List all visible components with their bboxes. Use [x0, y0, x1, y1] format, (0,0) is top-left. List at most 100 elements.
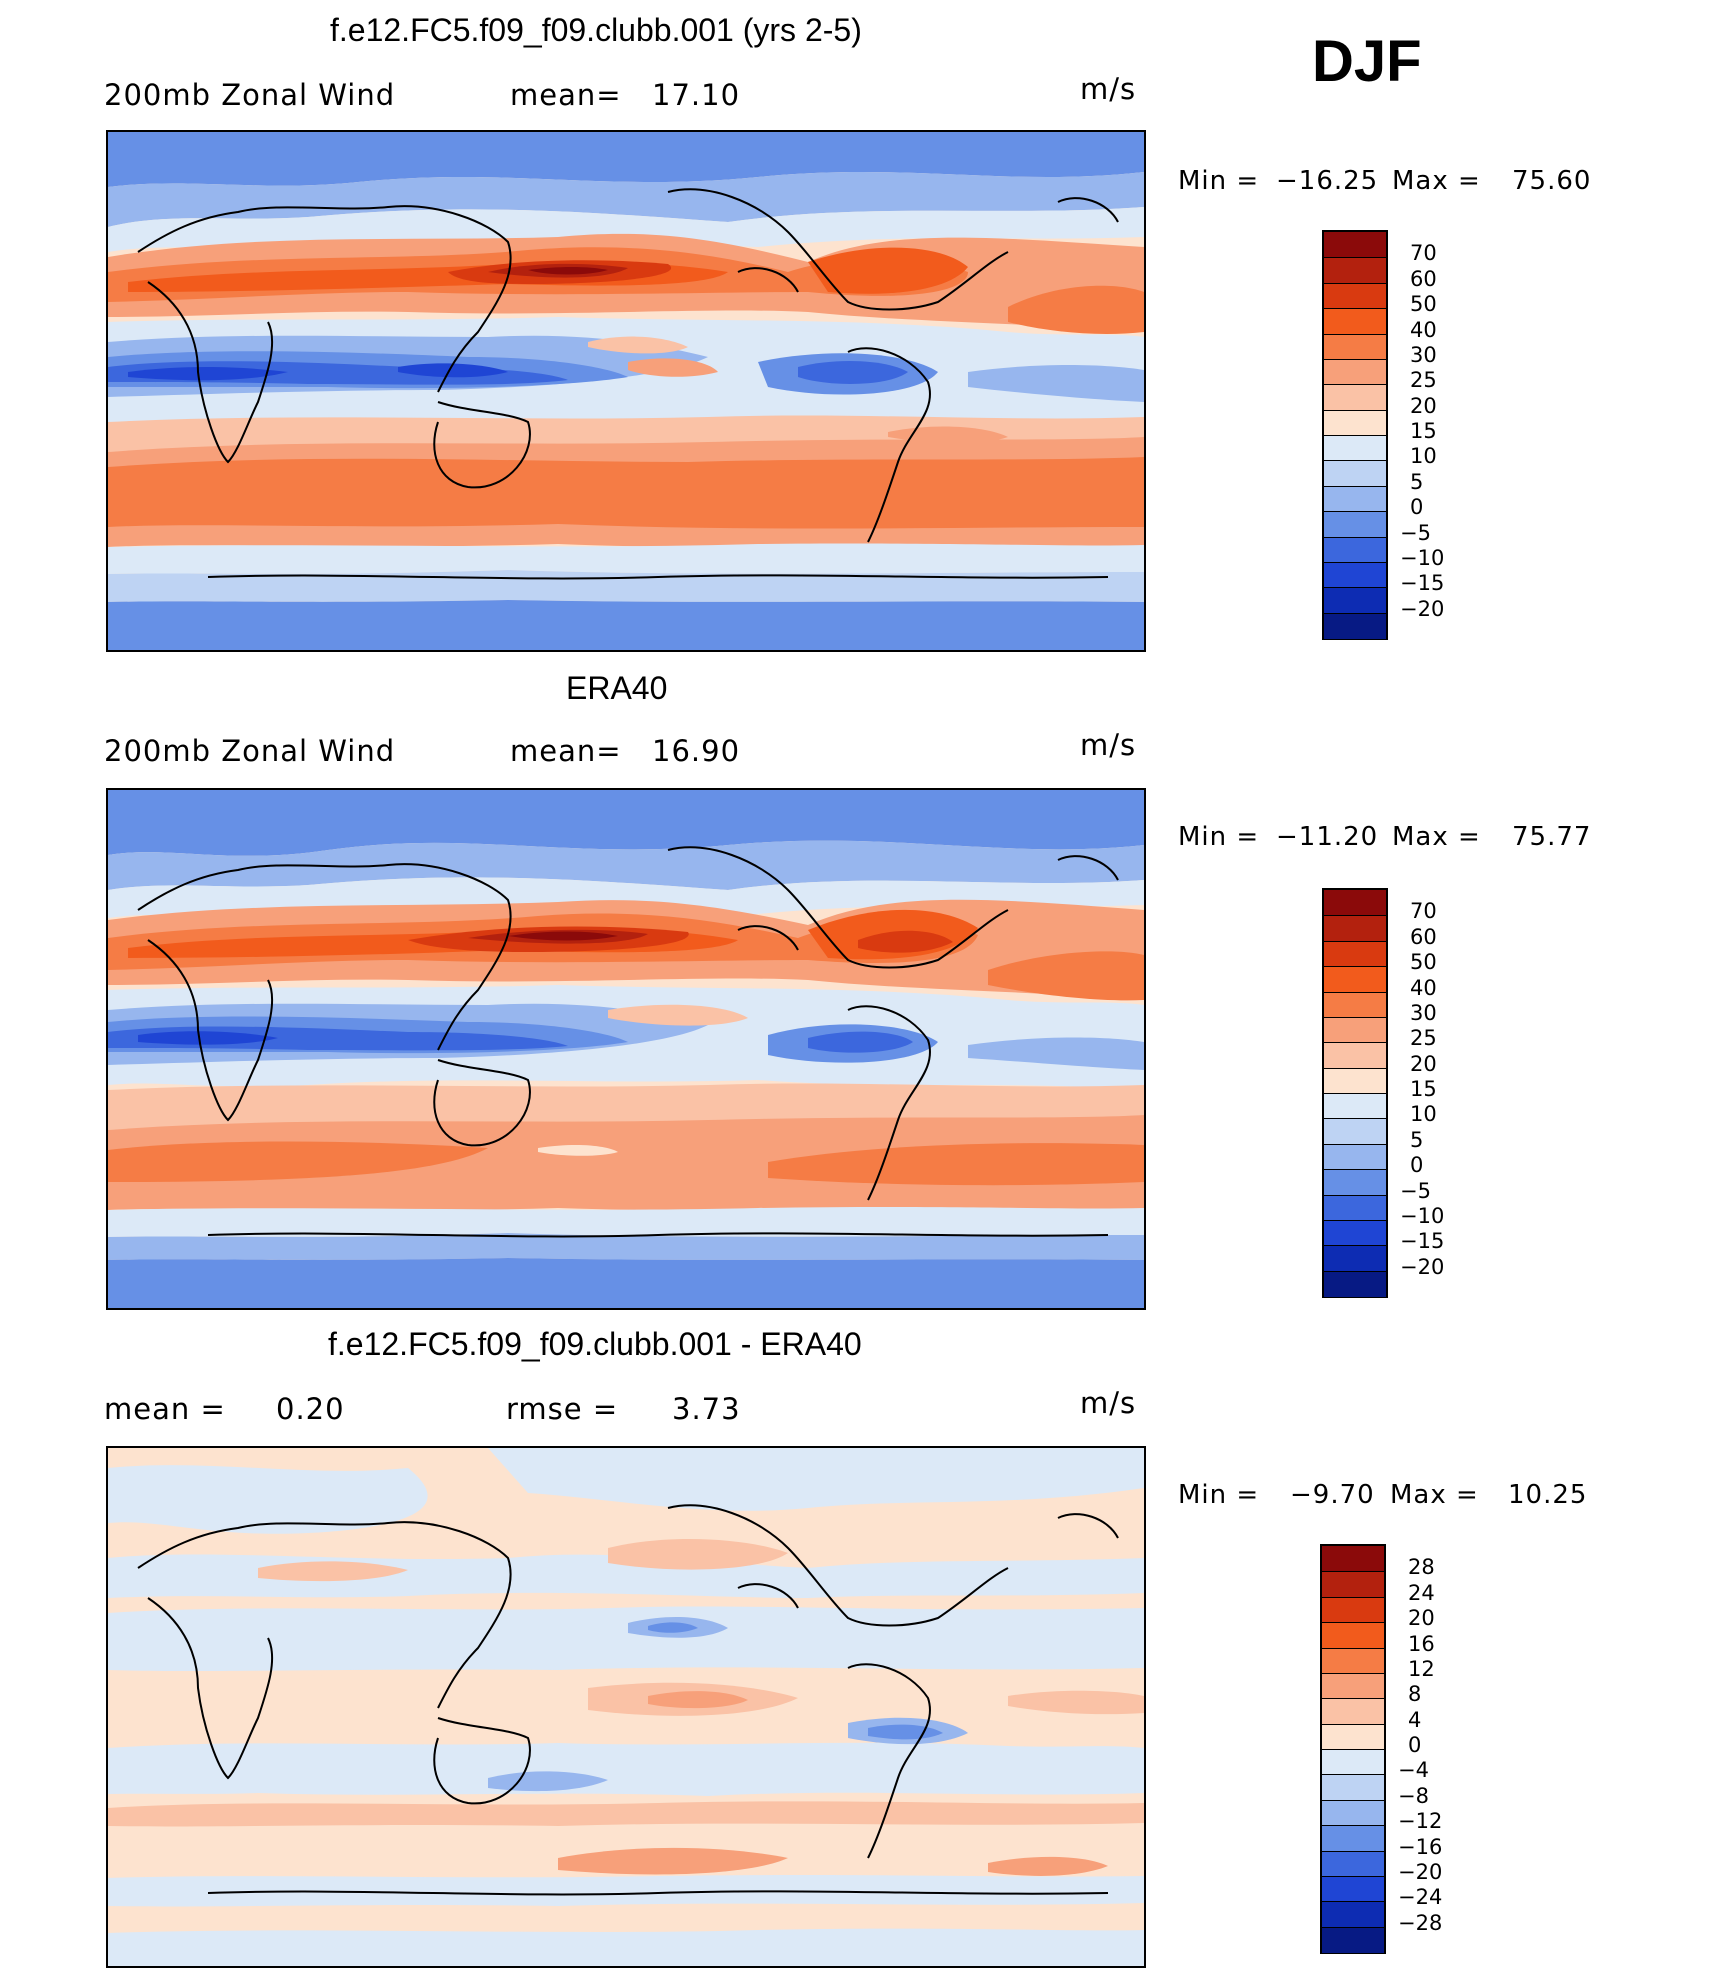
panel1-max-value: 75.60: [1512, 166, 1592, 196]
colorbar-swatch: [1322, 1672, 1384, 1700]
colorbar-swatch: [1324, 435, 1386, 462]
colorbar-swatch: [1324, 1016, 1386, 1044]
colorbar-swatch: [1324, 966, 1386, 993]
panel3-colorbar: [1320, 1544, 1386, 1954]
colorbar-tick-label: 30: [1410, 1000, 1437, 1025]
colorbar-swatch: [1322, 1749, 1384, 1776]
colorbar-tick-label: −10: [1400, 1203, 1445, 1228]
colorbar-tick-label: 12: [1408, 1656, 1435, 1681]
panel3-contours: [108, 1448, 1144, 1966]
panel3-map: [106, 1446, 1146, 1968]
colorbar-tick-label: −15: [1400, 1229, 1445, 1254]
colorbar-swatch: [1322, 1850, 1384, 1877]
colorbar-tick-label: −28: [1398, 1910, 1443, 1935]
panel1-max-label: Max =: [1392, 166, 1481, 196]
panel1-variable-label: 200mb Zonal Wind: [104, 78, 396, 112]
colorbar-tick-label: −20: [1400, 1254, 1445, 1279]
colorbar-tick-label: 0: [1410, 495, 1424, 520]
colorbar-swatch: [1324, 1245, 1386, 1272]
colorbar-swatch: [1324, 561, 1386, 589]
panel3-rmse-value: 3.73: [672, 1392, 741, 1426]
colorbar-tick-label: 50: [1410, 950, 1437, 975]
colorbar-swatch: [1324, 991, 1386, 1018]
colorbar-swatch: [1324, 358, 1386, 386]
panel3-mean-label: mean =: [104, 1392, 226, 1426]
colorbar-tick-label: 40: [1410, 317, 1437, 342]
panel3-title: f.e12.FC5.f09_f09.clubb.001 - ERA40: [328, 1326, 862, 1362]
colorbar-swatch: [1324, 384, 1386, 411]
panel1-map: [106, 130, 1146, 652]
panel1-mean-label: mean=: [510, 78, 622, 112]
colorbar-tick-label: 10: [1410, 444, 1437, 469]
colorbar-swatch: [1324, 460, 1386, 487]
panel3-units: m/s: [1080, 1386, 1137, 1420]
colorbar-tick-label: 16: [1408, 1631, 1435, 1656]
panel2-mean-value: 16.90: [652, 734, 741, 768]
colorbar-tick-label: −5: [1400, 520, 1431, 545]
colorbar-swatch: [1322, 1622, 1384, 1649]
colorbar-swatch: [1324, 1042, 1386, 1069]
colorbar-swatch: [1322, 1926, 1384, 1953]
colorbar-tick-label: 50: [1410, 292, 1437, 317]
colorbar-tick-label: 5: [1410, 469, 1424, 494]
panel1-units: m/s: [1080, 72, 1137, 106]
colorbar-swatch: [1324, 485, 1386, 513]
colorbar-tick-label: 5: [1410, 1127, 1424, 1152]
panel2-title: ERA40: [566, 670, 668, 706]
panel2-max-label: Max =: [1392, 822, 1481, 852]
colorbar-swatch: [1322, 1723, 1384, 1750]
colorbar-swatch: [1324, 257, 1386, 284]
colorbar-swatch: [1324, 890, 1386, 916]
panel1-title: f.e12.FC5.f09_f09.clubb.001 (yrs 2-5): [330, 12, 862, 48]
panel3-mean-value: 0.20: [276, 1392, 345, 1426]
colorbar-swatch: [1324, 282, 1386, 310]
season-label: DJF: [1312, 29, 1422, 94]
panel2-min-value: −11.20: [1276, 822, 1379, 852]
colorbar-tick-label: 20: [1410, 1051, 1437, 1076]
panel2-variable-label: 200mb Zonal Wind: [104, 734, 396, 768]
panel2-units: m/s: [1080, 728, 1137, 762]
colorbar-swatch: [1324, 1194, 1386, 1221]
panel3-min-value: −9.70: [1290, 1480, 1375, 1510]
panel3-max-label: Max =: [1390, 1480, 1479, 1510]
colorbar-swatch: [1324, 232, 1386, 258]
colorbar-swatch: [1322, 1698, 1384, 1725]
colorbar-swatch: [1324, 308, 1386, 335]
colorbar-swatch: [1322, 1875, 1384, 1903]
panel1-min-label: Min =: [1178, 166, 1260, 196]
colorbar-swatch: [1322, 1901, 1384, 1928]
panel1-mean-value: 17.10: [652, 78, 741, 112]
panel2-min-label: Min =: [1178, 822, 1260, 852]
colorbar-tick-label: 15: [1410, 419, 1437, 443]
colorbar-tick-label: −16: [1398, 1834, 1443, 1859]
colorbar-tick-label: 4: [1408, 1707, 1422, 1732]
colorbar-tick-label: 0: [1410, 1153, 1424, 1178]
colorbar-swatch: [1324, 612, 1386, 639]
colorbar-tick-label: 60: [1410, 266, 1437, 291]
colorbar-tick-label: 10: [1410, 1102, 1437, 1127]
colorbar-tick-label: 25: [1410, 1026, 1437, 1051]
colorbar-tick-label: 15: [1410, 1077, 1437, 1101]
colorbar-tick-label: 70: [1410, 899, 1437, 924]
colorbar-swatch: [1324, 511, 1386, 538]
colorbar-tick-label: 40: [1410, 975, 1437, 1000]
colorbar-swatch: [1324, 940, 1386, 968]
colorbar-swatch: [1324, 536, 1386, 563]
colorbar-tick-label: 8: [1408, 1682, 1422, 1707]
colorbar-swatch: [1322, 1825, 1384, 1852]
colorbar-swatch: [1324, 409, 1386, 436]
colorbar-tick-label: −20: [1400, 596, 1445, 621]
colorbar-tick-label: 70: [1410, 241, 1437, 266]
colorbar-tick-label: −8: [1398, 1783, 1429, 1808]
colorbar-swatch: [1324, 1093, 1386, 1120]
panel3-min-label: Min =: [1178, 1480, 1260, 1510]
colorbar-swatch: [1324, 1067, 1386, 1094]
colorbar-tick-label: −4: [1398, 1758, 1429, 1783]
colorbar-tick-label: 0: [1408, 1733, 1422, 1757]
panel3-max-value: 10.25: [1508, 1480, 1588, 1510]
colorbar-swatch: [1324, 1118, 1386, 1145]
colorbar-swatch: [1324, 333, 1386, 360]
colorbar-tick-label: −15: [1400, 571, 1445, 596]
colorbar-tick-label: −5: [1400, 1178, 1431, 1203]
colorbar-swatch: [1322, 1799, 1384, 1827]
